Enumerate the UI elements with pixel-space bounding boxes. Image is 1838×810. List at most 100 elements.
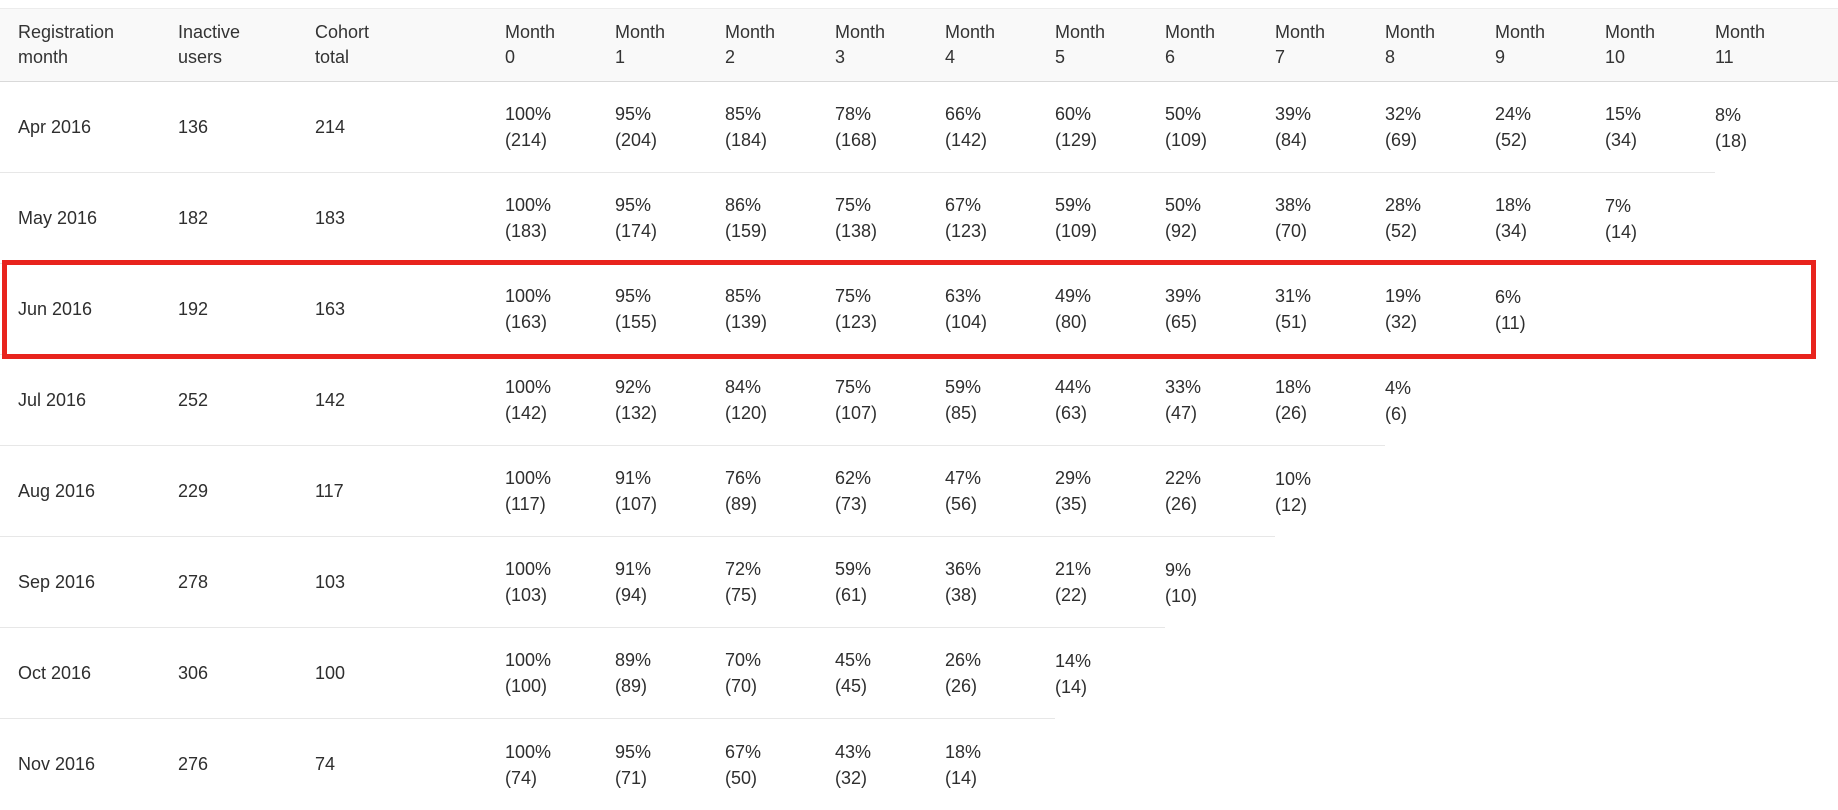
inactive-users-value: 192 <box>178 298 209 319</box>
retention-count: (52) <box>1495 130 1528 150</box>
header-cell-month-6: Month 6 <box>1165 9 1275 81</box>
inactive-users-cell: 278 <box>178 537 315 628</box>
retention-percent: 85% <box>725 286 762 306</box>
cohort-total-cell: 100 <box>315 628 505 719</box>
retention-count: (69) <box>1385 130 1418 150</box>
retention-cell-month-4: 18% (14) <box>945 719 1055 810</box>
header-label-line1: Registration <box>18 22 115 42</box>
retention-cell-month-1: 91% (94) <box>615 537 725 628</box>
retention-percent: 100% <box>505 741 552 762</box>
cohort-total-value: 183 <box>315 207 346 228</box>
retention-percent: 62% <box>835 468 872 488</box>
retention-cell-month-10: 7% (14) <box>1605 173 1715 264</box>
retention-cell-month-1: 95% (174) <box>615 173 725 264</box>
retention-percent: 60% <box>1055 104 1092 124</box>
inactive-users-cell: 182 <box>178 173 315 264</box>
retention-cell-month-8: 32% (69) <box>1385 82 1495 173</box>
retention-count: (74) <box>505 767 538 788</box>
retention-percent: 47% <box>945 468 982 488</box>
retention-cell-month-6: 33% (47) <box>1165 355 1275 446</box>
retention-count: (34) <box>1605 130 1638 150</box>
cohort-total-cell: 117 <box>315 446 505 537</box>
retention-cell-month-7: 10% (12) <box>1275 446 1385 537</box>
retention-count: (204) <box>615 130 658 150</box>
registration-month-cell: Nov 2016 <box>0 719 178 810</box>
retention-percent: 95% <box>615 195 652 215</box>
header-label-line1: Month <box>1605 22 1656 42</box>
header-label-line1: Month <box>615 22 666 42</box>
registration-month-value: Nov 2016 <box>18 754 96 774</box>
retention-count: (174) <box>615 221 658 241</box>
retention-count: (139) <box>725 312 768 332</box>
retention-count: (45) <box>835 676 868 696</box>
retention-percent: 100% <box>505 195 552 215</box>
retention-count: (85) <box>945 403 978 423</box>
retention-percent: 89% <box>615 650 652 670</box>
retention-percent: 75% <box>835 377 872 397</box>
retention-cell-month-10 <box>1605 537 1715 628</box>
retention-count: (38) <box>945 585 978 605</box>
retention-cell-month-4: 66% (142) <box>945 82 1055 173</box>
header-label-line1: Month <box>835 22 886 42</box>
header-cell-month-3: Month 3 <box>835 9 945 81</box>
registration-month-value: Jul 2016 <box>18 389 87 410</box>
retention-percent: 75% <box>835 286 872 306</box>
retention-cell-month-2: 70% (70) <box>725 628 835 719</box>
retention-cell-month-10 <box>1605 719 1715 810</box>
retention-count: (120) <box>725 403 768 423</box>
retention-percent: 72% <box>725 559 762 579</box>
retention-cell-month-9 <box>1495 537 1605 628</box>
retention-cell-month-2: 85% (184) <box>725 82 835 173</box>
retention-cell-month-9: 18% (34) <box>1495 173 1605 264</box>
retention-cell-month-8 <box>1385 719 1495 810</box>
retention-count: (61) <box>835 585 868 605</box>
retention-count: (104) <box>945 312 988 332</box>
cohort-total-cell: 183 <box>315 173 505 264</box>
retention-count: (89) <box>725 494 758 514</box>
retention-count: (56) <box>945 494 978 514</box>
table-body: Apr 2016 136 214 100% (214) 95% (204) 85% (184) 7… <box>0 82 1838 810</box>
header-label-line1: Month <box>945 22 996 42</box>
retention-cell-month-8: 4% (6) <box>1385 355 1495 446</box>
cohort-row-aug-2016: Aug 2016 229 117 100% (117) 91% (107) 76% (89) 62… <box>0 446 1838 537</box>
retention-count: (10) <box>1165 585 1198 606</box>
retention-count: (14) <box>1055 676 1088 697</box>
cohort-row-oct-2016: Oct 2016 306 100 100% (100) 89% (89) 70% (70) 45%… <box>0 628 1838 719</box>
retention-cell-month-6: 39% (65) <box>1165 264 1275 355</box>
retention-cell-month-5: 44% (63) <box>1055 355 1165 446</box>
retention-cell-month-1: 92% (132) <box>615 355 725 446</box>
registration-month-cell: Apr 2016 <box>0 82 178 173</box>
header-label-line2: 6 <box>1165 47 1176 67</box>
retention-percent: 8% <box>1715 104 1742 125</box>
retention-cell-month-3: 45% (45) <box>835 628 945 719</box>
retention-percent: 100% <box>505 286 552 306</box>
retention-count: (184) <box>725 130 768 150</box>
retention-percent: 50% <box>1165 195 1202 215</box>
retention-cell-month-10 <box>1605 355 1715 446</box>
retention-percent: 18% <box>945 741 982 762</box>
retention-percent: 100% <box>505 650 552 670</box>
retention-count: (92) <box>1165 221 1198 241</box>
retention-count: (32) <box>1385 312 1418 332</box>
header-cell-month-5: Month 5 <box>1055 9 1165 81</box>
inactive-users-value: 252 <box>178 389 209 410</box>
retention-count: (65) <box>1165 312 1198 332</box>
retention-cell-month-4: 47% (56) <box>945 446 1055 537</box>
retention-count: (73) <box>835 494 868 514</box>
retention-cell-month-0: 100% (142) <box>505 355 615 446</box>
cohort-row-apr-2016: Apr 2016 136 214 100% (214) 95% (204) 85% (184) 7… <box>0 82 1838 173</box>
registration-month-value: May 2016 <box>18 207 98 228</box>
retention-cell-month-11 <box>1715 719 1825 810</box>
retention-cell-month-1: 89% (89) <box>615 628 725 719</box>
header-label-line1: Month <box>1495 22 1546 42</box>
retention-percent: 4% <box>1385 377 1412 398</box>
retention-percent: 95% <box>615 741 652 762</box>
retention-cell-month-0: 100% (163) <box>505 264 615 355</box>
retention-percent: 85% <box>725 104 762 124</box>
retention-cell-month-11 <box>1715 537 1825 628</box>
retention-count: (51) <box>1275 312 1308 332</box>
cohort-total-cell: 74 <box>315 719 505 810</box>
inactive-users-value: 136 <box>178 116 209 137</box>
cohort-total-cell: 163 <box>315 264 505 355</box>
retention-percent: 44% <box>1055 377 1092 397</box>
